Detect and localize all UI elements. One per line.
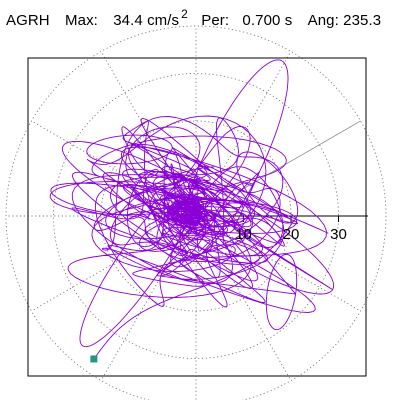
plot-header: AGRH Max: 34.4 cm/s 2 Per: 0.700 s Ang: 2…	[6, 7, 382, 36]
grid-spoke-60	[195, 51, 292, 217]
trace-end-marker	[90, 355, 98, 363]
radial-tick-label-10: 10	[235, 226, 252, 243]
grid-spoke-240	[100, 215, 197, 381]
trace-layer	[49, 59, 335, 363]
grid-spoke-30	[237, 120, 361, 193]
grid-ring-40	[5, 25, 387, 400]
angle-value: 235.3	[343, 12, 382, 29]
radial-tick-label-30: 30	[330, 226, 347, 243]
grid-spoke-300	[195, 215, 292, 381]
grid-spoke-330	[195, 215, 361, 312]
grid-spoke-120	[100, 51, 197, 217]
max-value: 34.4 cm/s	[113, 12, 180, 29]
tick-labels: 10 20 30	[235, 226, 347, 243]
grid-spoke-150	[31, 120, 197, 217]
max-label: Max:	[65, 12, 98, 29]
period-label: Per:	[201, 12, 230, 29]
station-code: AGRH	[6, 12, 50, 29]
max-unit-exponent: 2	[181, 7, 188, 21]
hodogram-trace	[49, 59, 335, 360]
radial-tick-label-20: 20	[283, 226, 300, 243]
angle-label: Ang:	[307, 12, 339, 29]
period-value: 0.700 s	[242, 12, 293, 29]
plot-frame	[27, 57, 367, 377]
